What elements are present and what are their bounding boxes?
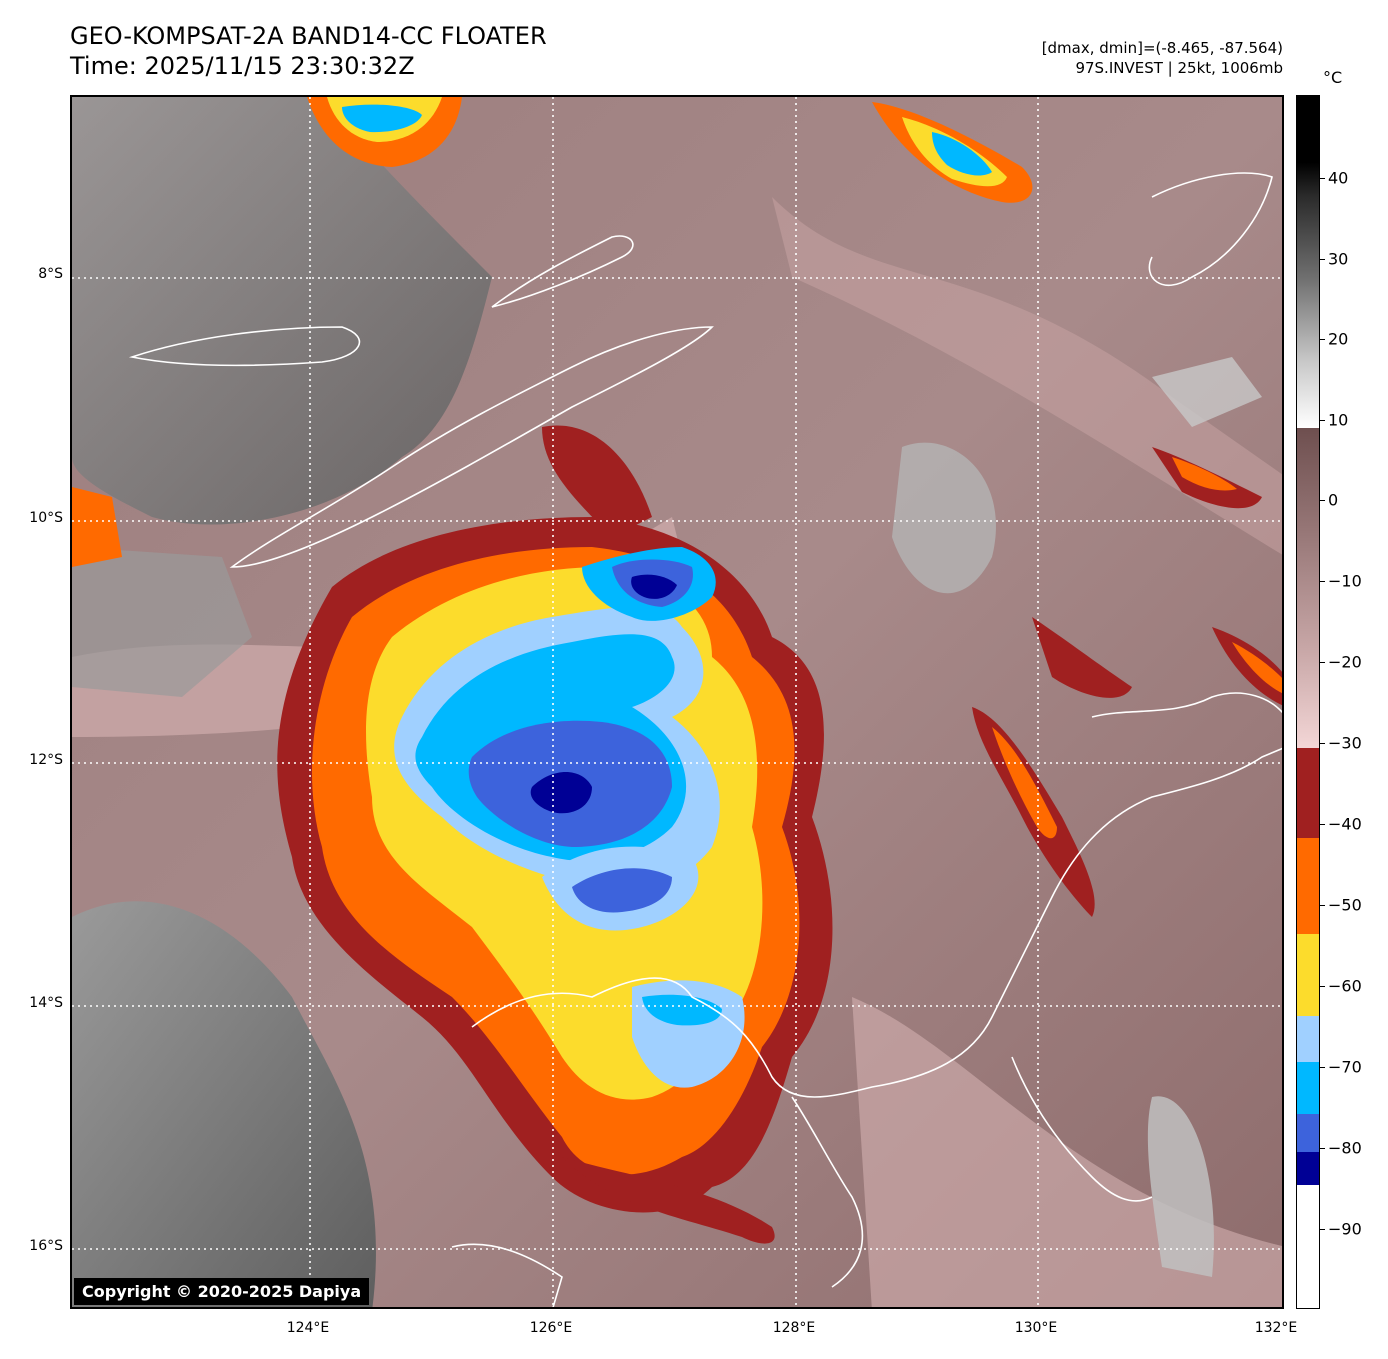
colorbar-label-30: 30 bbox=[1328, 249, 1349, 269]
colorbar-label-20: 20 bbox=[1328, 329, 1349, 349]
gray-patch bbox=[1152, 357, 1262, 427]
blue-band bbox=[572, 868, 672, 913]
cell-east-3-orange bbox=[1232, 642, 1282, 694]
graticule bbox=[72, 97, 1282, 1307]
lat-label-8s: 8°S bbox=[38, 266, 63, 282]
colorbar-white-segment bbox=[1297, 1185, 1319, 1308]
colorbar-label-minus20: −20 bbox=[1328, 652, 1362, 672]
dark-red-band bbox=[542, 425, 652, 537]
colorbar-tick bbox=[1320, 339, 1325, 340]
copyright-label: Copyright © 2020-2025 Dapiya bbox=[74, 1278, 370, 1305]
cell-south bbox=[562, 1157, 775, 1244]
gray-patch bbox=[72, 547, 252, 697]
colorbar-label-minus40: −40 bbox=[1328, 814, 1362, 834]
colorbar-tick bbox=[1320, 1229, 1325, 1230]
colorbar-tick bbox=[1320, 178, 1325, 179]
colorbar-orange-segment bbox=[1297, 838, 1319, 934]
colorbar-label-minus60: −60 bbox=[1328, 976, 1362, 996]
colorbar-tick bbox=[1320, 662, 1325, 663]
colorbar-brown-pink-segment bbox=[1297, 428, 1319, 748]
timestamp: Time: 2025/11/15 23:30:32Z bbox=[70, 52, 415, 80]
cell-north-cyan bbox=[342, 104, 422, 133]
colorbar-unit: °C bbox=[1323, 68, 1343, 87]
lon-label-126e: 126°E bbox=[529, 1320, 573, 1336]
colorbar-label-40: 40 bbox=[1328, 168, 1349, 188]
lon-label-132e: 132°E bbox=[1254, 1320, 1298, 1336]
lon-label-124e: 124°E bbox=[286, 1320, 330, 1336]
colorbar-tick bbox=[1320, 500, 1325, 501]
cell-east-2-orange bbox=[1172, 457, 1237, 491]
navy-northern-core bbox=[631, 574, 677, 599]
colorbar-yellow-segment bbox=[1297, 934, 1319, 1016]
colorbar-darkred-segment bbox=[1297, 748, 1319, 838]
gray-region-nw bbox=[72, 97, 492, 525]
satellite-map: Copyright © 2020-2025 Dapiya bbox=[70, 95, 1284, 1309]
colorbar-tick bbox=[1320, 1148, 1325, 1149]
cell-east-3 bbox=[1212, 627, 1282, 706]
lat-label-16s: 16°S bbox=[29, 1238, 63, 1254]
colorbar-label-minus50: −50 bbox=[1328, 895, 1362, 915]
lat-label-14s: 14°S bbox=[29, 995, 63, 1011]
gray-patch bbox=[892, 442, 996, 594]
colorbar-tick bbox=[1320, 1067, 1325, 1068]
colorbar bbox=[1296, 95, 1320, 1309]
colorbar-label-0: 0 bbox=[1328, 490, 1339, 510]
storm-info: 97S.INVEST | 25kt, 1006mb bbox=[1075, 59, 1283, 77]
cell-band-east-orange bbox=[992, 727, 1057, 839]
colorbar-navy-segment bbox=[1297, 1152, 1319, 1185]
gray-patch bbox=[1147, 1096, 1214, 1277]
coastlines bbox=[128, 172, 1282, 1307]
colorbar-blue-segment bbox=[1297, 1114, 1319, 1152]
colorbar-tick bbox=[1320, 986, 1325, 987]
colorbar-lightblue-segment bbox=[1297, 1016, 1319, 1062]
colorbar-label-minus10: −10 bbox=[1328, 571, 1362, 591]
lat-label-12s: 12°S bbox=[29, 752, 63, 768]
cirrus-streak bbox=[72, 517, 692, 737]
colorbar-gray-segment bbox=[1297, 96, 1319, 428]
dmax-dmin-readout: [dmax, dmin]=(-8.465, -87.564) bbox=[1041, 39, 1283, 57]
chart-title: GEO-KOMPSAT-2A BAND14-CC FLOATER bbox=[70, 22, 547, 50]
colorbar-tick bbox=[1320, 824, 1325, 825]
colorbar-tick bbox=[1320, 581, 1325, 582]
cell-east bbox=[1032, 617, 1132, 698]
colorbar-label-minus90: −90 bbox=[1328, 1219, 1362, 1239]
colorbar-label-minus80: −80 bbox=[1328, 1138, 1362, 1158]
cell-west bbox=[72, 487, 122, 567]
colorbar-tick bbox=[1320, 905, 1325, 906]
colorbar-tick bbox=[1320, 259, 1325, 260]
cell-northeast-cyan bbox=[932, 132, 992, 176]
colorbar-tick bbox=[1320, 743, 1325, 744]
gray-region-sw bbox=[72, 901, 376, 1307]
satellite-imagery bbox=[72, 97, 1282, 1307]
lon-label-128e: 128°E bbox=[772, 1320, 816, 1336]
colorbar-cyan-segment bbox=[1297, 1062, 1319, 1114]
colorbar-tick bbox=[1320, 420, 1325, 421]
lon-label-130e: 130°E bbox=[1014, 1320, 1058, 1336]
cirrus-streak bbox=[772, 197, 1282, 555]
lat-label-10s: 10°S bbox=[29, 510, 63, 526]
colorbar-label-minus70: −70 bbox=[1328, 1057, 1362, 1077]
colorbar-label-minus30: −30 bbox=[1328, 733, 1362, 753]
navy-core bbox=[530, 772, 592, 814]
colorbar-label-10: 10 bbox=[1328, 410, 1349, 430]
